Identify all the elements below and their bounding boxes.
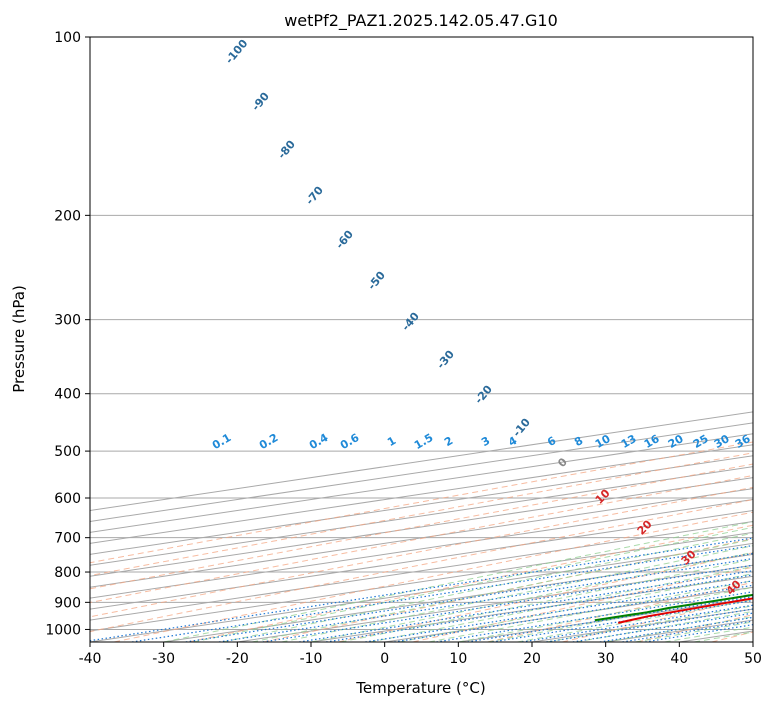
isotherm-line — [90, 488, 753, 588]
isotherm-line — [90, 477, 753, 577]
x-tick-label: -40 — [79, 651, 102, 667]
chart-title: wetPf2_PAZ1.2025.142.05.47.G10 — [284, 11, 558, 31]
mixing-ratio-line — [572, 612, 753, 642]
isotherm-line — [90, 455, 753, 555]
x-tick-label: 30 — [597, 651, 615, 667]
dry-adiabat — [188, 524, 753, 642]
x-tick-label: -10 — [300, 651, 323, 667]
x-tick-label: 50 — [744, 651, 762, 667]
dry-adiabat — [412, 566, 753, 642]
isotherm-line — [90, 466, 753, 566]
dry-adiabat — [90, 441, 753, 564]
x-tick-label: 10 — [449, 651, 467, 667]
x-axis: -40 -30 -20 -10 0 10 20 30 40 50 — [79, 642, 762, 667]
y-axis-label: Pressure (hPa) — [10, 285, 28, 393]
moist-adiabat — [340, 558, 753, 642]
y-tick-label: 400 — [54, 387, 81, 403]
x-tick-label: 0 — [380, 651, 389, 667]
y-tick-label: 1000 — [45, 622, 81, 638]
y-tick-label: 600 — [54, 491, 81, 507]
moist-adiabat — [310, 551, 753, 642]
mixing-ratio-line — [131, 544, 753, 642]
mixing-ratio-line — [546, 608, 753, 642]
dry-adiabat — [90, 486, 753, 618]
y-tick-label: 900 — [54, 595, 81, 611]
mixing-ratio-line — [218, 557, 753, 642]
plot-frame — [89, 36, 754, 643]
isotherm-line — [90, 444, 753, 544]
mixing-ratio-line — [522, 604, 753, 642]
mixing-ratio-line — [599, 616, 753, 642]
moist-adiabat — [458, 586, 753, 642]
y-tick-label: 300 — [54, 313, 81, 329]
mixing-ratio-line — [90, 537, 753, 642]
isotherm-line — [90, 499, 753, 599]
x-tick-label: 40 — [670, 651, 688, 667]
y-tick-label: 500 — [54, 444, 81, 460]
plot-area — [90, 37, 753, 642]
isotherm-line — [90, 531, 753, 632]
dry-adiabat — [487, 581, 753, 642]
y-tick-label: 200 — [54, 208, 81, 224]
mixing-ratio-line — [185, 552, 753, 642]
y-axis: 100 200 300 400 500 600 700 800 900 1000 — [45, 30, 90, 638]
y-tick-label: 800 — [54, 565, 81, 581]
x-tick-label: 20 — [523, 651, 541, 667]
dry-adiabat — [90, 499, 753, 633]
moist-adiabat — [399, 573, 753, 642]
isotherm-line — [90, 509, 753, 610]
x-tick-label: -20 — [226, 651, 249, 667]
background-lines — [90, 37, 753, 642]
isotherm-line — [752, 641, 753, 642]
isotherm-line — [90, 520, 753, 621]
x-axis-label: Temperature (°C) — [355, 679, 485, 697]
x-tick-label: -30 — [152, 651, 175, 667]
y-tick-label: 700 — [54, 531, 81, 547]
y-tick-label: 100 — [54, 30, 81, 46]
